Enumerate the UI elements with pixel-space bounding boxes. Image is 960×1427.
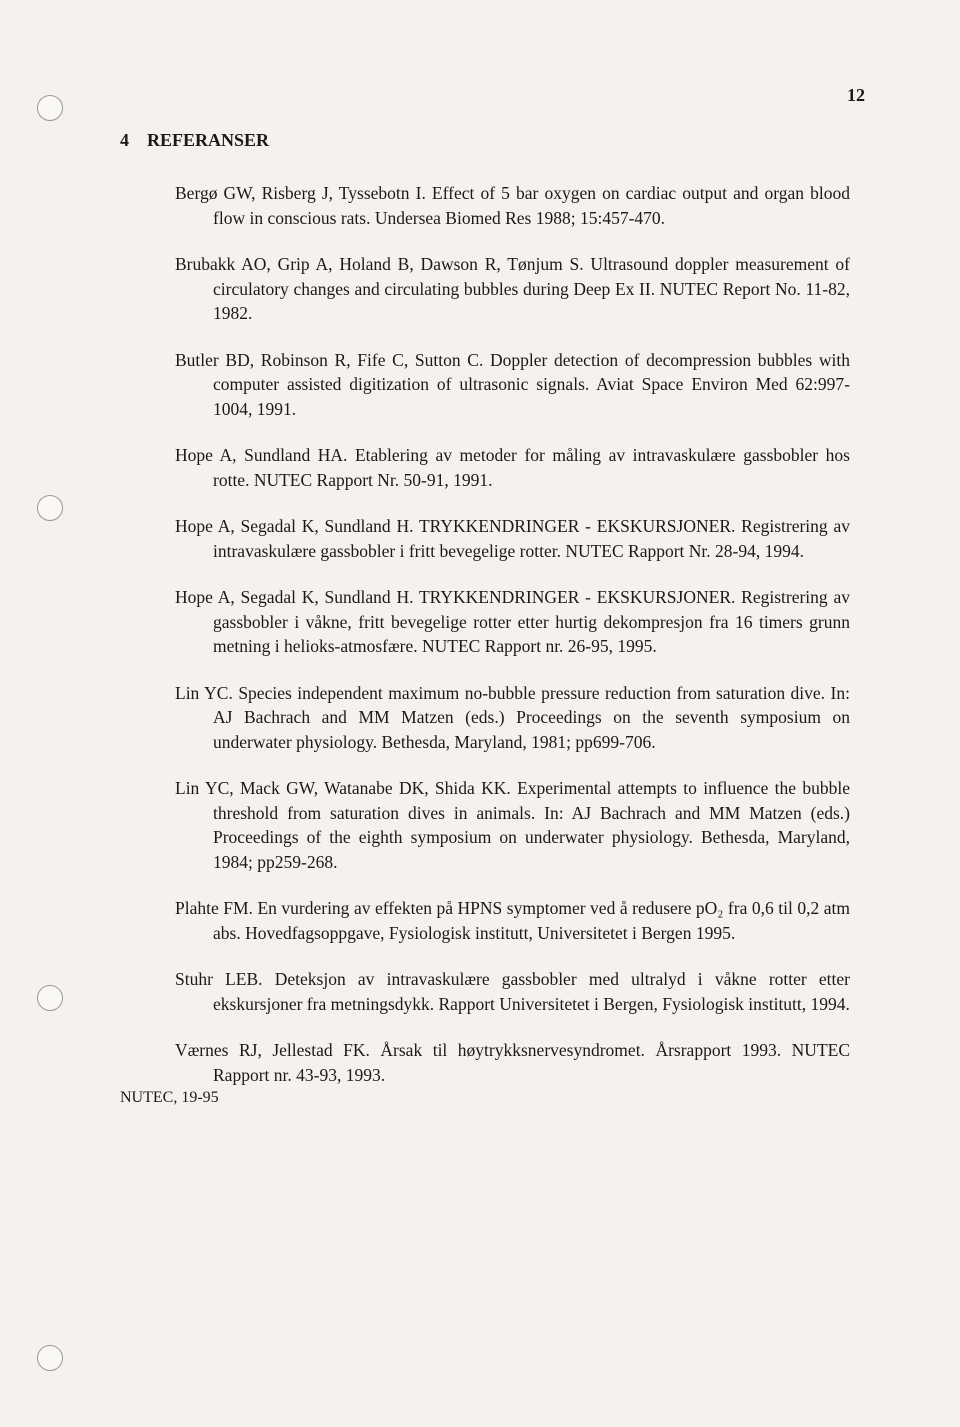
reference-item: Brubakk AO, Grip A, Holand B, Dawson R, … bbox=[175, 252, 850, 326]
references-list: Bergø GW, Risberg J, Tyssebotn I. Effect… bbox=[120, 181, 860, 1087]
reference-item: Værnes RJ, Jellestad FK. Årsak til høytr… bbox=[175, 1038, 850, 1087]
reference-item: Butler BD, Robinson R, Fife C, Sutton C.… bbox=[175, 348, 850, 422]
reference-item: Lin YC, Mack GW, Watanabe DK, Shida KK. … bbox=[175, 776, 850, 874]
page-content: 12 4 REFERANSER Bergø GW, Risberg J, Tyss… bbox=[0, 0, 960, 1169]
section-header: 4 REFERANSER bbox=[120, 130, 860, 151]
footer-text: NUTEC, 19-95 bbox=[120, 1089, 219, 1107]
reference-item: Hope A, Sundland HA. Etablering av metod… bbox=[175, 443, 850, 492]
reference-item: Plahte FM. En vurdering av effekten på H… bbox=[175, 896, 850, 945]
reference-item: Hope A, Segadal K, Sundland H. TRYKKENDR… bbox=[175, 514, 850, 563]
reference-item: Bergø GW, Risberg J, Tyssebotn I. Effect… bbox=[175, 181, 850, 230]
page-number: 12 bbox=[847, 85, 865, 106]
reference-item: Lin YC. Species independent maximum no-b… bbox=[175, 681, 850, 755]
hole bbox=[37, 1345, 63, 1371]
section-title: REFERANSER bbox=[147, 130, 269, 150]
section-number: 4 bbox=[120, 130, 129, 151]
reference-item: Hope A, Segadal K, Sundland H. TRYKKENDR… bbox=[175, 585, 850, 659]
reference-item: Stuhr LEB. Deteksjon av intravaskulære g… bbox=[175, 967, 850, 1016]
